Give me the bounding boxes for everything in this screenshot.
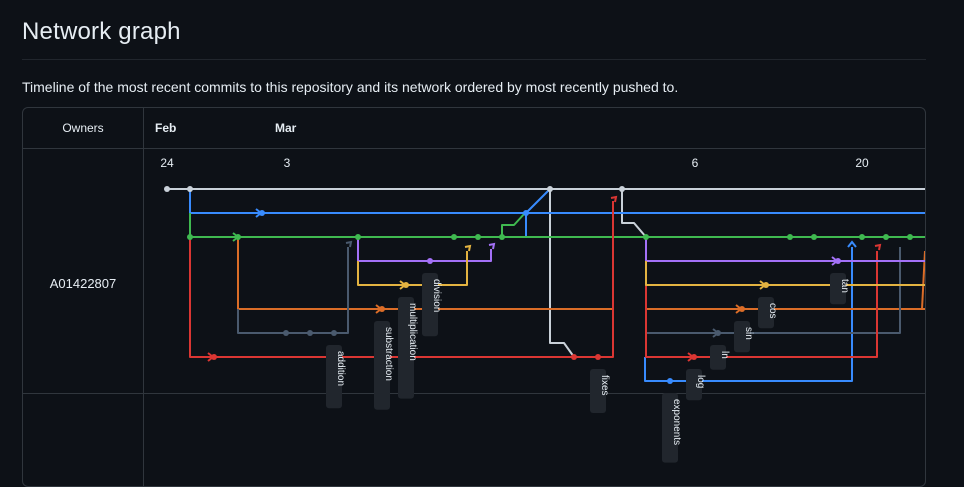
day-tick-label: 3 — [284, 156, 291, 170]
branch-line-orange-up — [921, 250, 925, 310]
branch-line-blue — [189, 189, 925, 214]
day-tick-label: 6 — [692, 156, 699, 170]
branch-line-master-down — [621, 189, 647, 238]
commit-dot[interactable] — [883, 234, 889, 240]
commit-dot[interactable] — [835, 258, 841, 264]
branch-line-slate — [237, 247, 349, 334]
commit-dot[interactable] — [187, 234, 193, 240]
commit-dot[interactable] — [259, 210, 265, 216]
branch-label-badge[interactable] — [326, 345, 342, 409]
branch-label-badge[interactable] — [398, 297, 414, 399]
owners-header: Owners — [23, 108, 144, 149]
branch-line-green — [189, 213, 925, 238]
commit-dot[interactable] — [427, 258, 433, 264]
merge-arrow-purple — [488, 242, 496, 250]
commit-dot[interactable] — [811, 234, 817, 240]
commit-dot[interactable] — [451, 234, 457, 240]
branch-label-exponents[interactable]: exponents — [671, 399, 682, 445]
branch-line-yellow — [357, 251, 468, 286]
commit-dot[interactable] — [859, 234, 865, 240]
commit-dot[interactable] — [379, 306, 385, 312]
commit-graph-canvas[interactable]: 24 3 6 20 addition substraction multiplication… — [23, 108, 926, 487]
branch-label-addition[interactable]: addition — [335, 351, 346, 386]
branch-label-badge[interactable] — [830, 273, 846, 305]
month-label-mar: Mar — [275, 121, 297, 135]
branch-label-badge[interactable] — [374, 321, 390, 410]
commit-dot[interactable] — [355, 234, 361, 240]
branch-line-green-up — [501, 212, 526, 237]
branch-label-substraction[interactable]: substraction — [383, 327, 394, 381]
commit-dot[interactable] — [547, 186, 553, 192]
owners-column — [23, 148, 144, 486]
commit-dot[interactable] — [691, 354, 697, 360]
branch-label-cos[interactable]: cos — [767, 303, 778, 319]
branch-label-badge[interactable] — [710, 345, 726, 370]
commit-dot[interactable] — [211, 354, 217, 360]
page-title: Network graph — [22, 18, 181, 45]
commit-dot[interactable] — [619, 186, 625, 192]
commit-dot[interactable] — [235, 234, 241, 240]
commit-dot[interactable] — [164, 186, 170, 192]
branch-label-fixes[interactable]: fixes — [599, 375, 610, 396]
page-description: Timeline of the most recent commits to t… — [22, 79, 679, 95]
branch-label-tan[interactable]: tan — [839, 279, 850, 293]
commit-dot[interactable] — [283, 330, 289, 336]
title-divider — [22, 59, 926, 60]
owner-row-divider — [23, 393, 925, 394]
branch-label-badge[interactable] — [590, 369, 606, 413]
commit-dot[interactable] — [595, 354, 601, 360]
merge-arrow-slate — [345, 240, 353, 248]
merge-arrow-blue — [847, 240, 857, 248]
commit-dot[interactable] — [187, 186, 193, 192]
commit-dot[interactable] — [307, 330, 313, 336]
merge-arrow-yellow — [464, 244, 472, 252]
branch-label-division[interactable]: division — [431, 279, 442, 312]
commit-dot[interactable] — [331, 330, 337, 336]
commit-dot[interactable] — [499, 234, 505, 240]
branch-line-master-fixes-down — [549, 189, 575, 358]
day-tick-label: 24 — [160, 156, 174, 170]
branch-label-log[interactable]: log — [695, 375, 706, 388]
month-label-feb: Feb — [155, 121, 177, 135]
branch-line-purple-2 — [645, 237, 925, 262]
branch-line-yellow-2 — [645, 261, 925, 286]
branch-line-exponents — [644, 247, 853, 382]
commit-dot[interactable] — [571, 354, 577, 360]
commit-dot[interactable] — [787, 234, 793, 240]
branch-label-sin[interactable]: sin — [743, 327, 754, 340]
commit-dot[interactable] — [523, 210, 529, 216]
commit-dot[interactable] — [667, 378, 673, 384]
commit-dot[interactable] — [475, 234, 481, 240]
network-graph[interactable]: Owners Feb Mar A01422807 24 3 6 20 addition s… — [22, 107, 926, 487]
owners-header-label: Owners — [62, 121, 104, 135]
commit-dot[interactable] — [739, 306, 745, 312]
day-tick-label: 20 — [855, 156, 869, 170]
branch-label-badge[interactable] — [662, 393, 678, 463]
month-header: Feb Mar — [144, 108, 925, 149]
branch-line-red-2 — [645, 237, 878, 358]
branch-label-badge[interactable] — [686, 369, 702, 401]
branch-line-orange-2 — [645, 237, 925, 310]
branch-line-blue-merge — [525, 188, 551, 237]
branch-label-badge[interactable] — [758, 297, 774, 329]
branch-label-badge[interactable] — [734, 321, 750, 353]
commit-dot[interactable] — [403, 282, 409, 288]
branch-label-ln[interactable]: ln — [719, 351, 730, 359]
branch-label-badge[interactable] — [422, 273, 438, 337]
commit-dot[interactable] — [907, 234, 913, 240]
merge-arrow-red — [610, 195, 618, 203]
commit-dot[interactable] — [643, 234, 649, 240]
branch-label-multiplication[interactable]: multiplication — [407, 303, 418, 361]
merge-arrow-red-2 — [874, 243, 882, 251]
commit-dot[interactable] — [763, 282, 769, 288]
branch-line-purple — [357, 237, 492, 262]
owner-name[interactable]: A01422807 — [49, 276, 117, 291]
commit-dot[interactable] — [715, 330, 721, 336]
